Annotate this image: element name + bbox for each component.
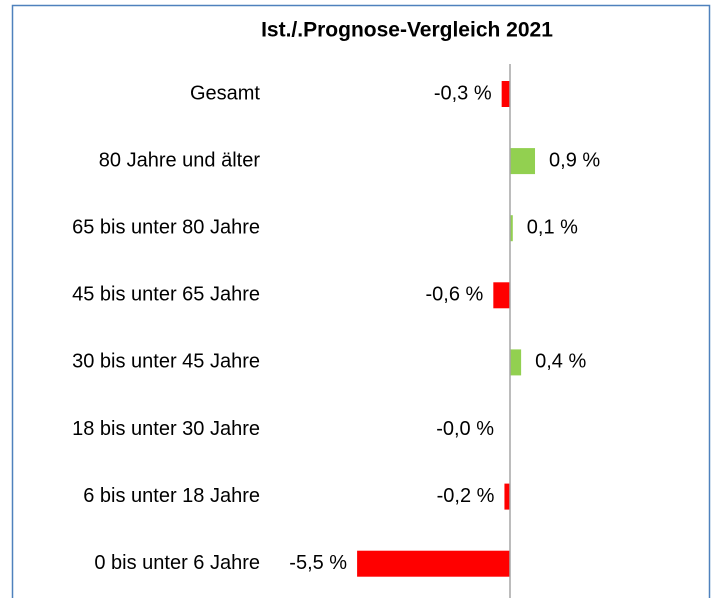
category-label: 6 bis unter 18 Jahre <box>83 485 260 507</box>
value-label: 0,4 % <box>535 351 586 373</box>
frame <box>11 4 711 598</box>
value-label: -0,6 % <box>426 284 484 306</box>
bar <box>357 550 510 577</box>
bar <box>493 282 510 309</box>
bar <box>501 81 510 107</box>
value-label: 0,9 % <box>549 149 600 171</box>
category-label: 30 bis unter 45 Jahre <box>72 351 260 373</box>
category-label: 18 bis unter 30 Jahre <box>72 418 260 440</box>
bar <box>510 148 536 175</box>
value-label: 0,1 % <box>527 216 578 238</box>
category-label: 0 bis unter 6 Jahre <box>94 552 260 574</box>
bar <box>510 215 513 242</box>
category-label: 45 bis unter 65 Jahre <box>72 284 260 306</box>
chart-title: Ist./.Prognose-Vergleich 2021 <box>261 19 553 42</box>
value-label: -0,2 % <box>437 485 495 507</box>
bar <box>504 483 510 510</box>
category-label: 80 Jahre und älter <box>99 149 261 171</box>
category-label: Gesamt <box>190 82 260 104</box>
value-label: -0,3 % <box>434 82 492 104</box>
category-label: 65 bis unter 80 Jahre <box>72 216 260 238</box>
bar <box>510 349 522 376</box>
value-label: -0,0 % <box>436 418 494 440</box>
value-label: -5,5 % <box>289 552 347 574</box>
